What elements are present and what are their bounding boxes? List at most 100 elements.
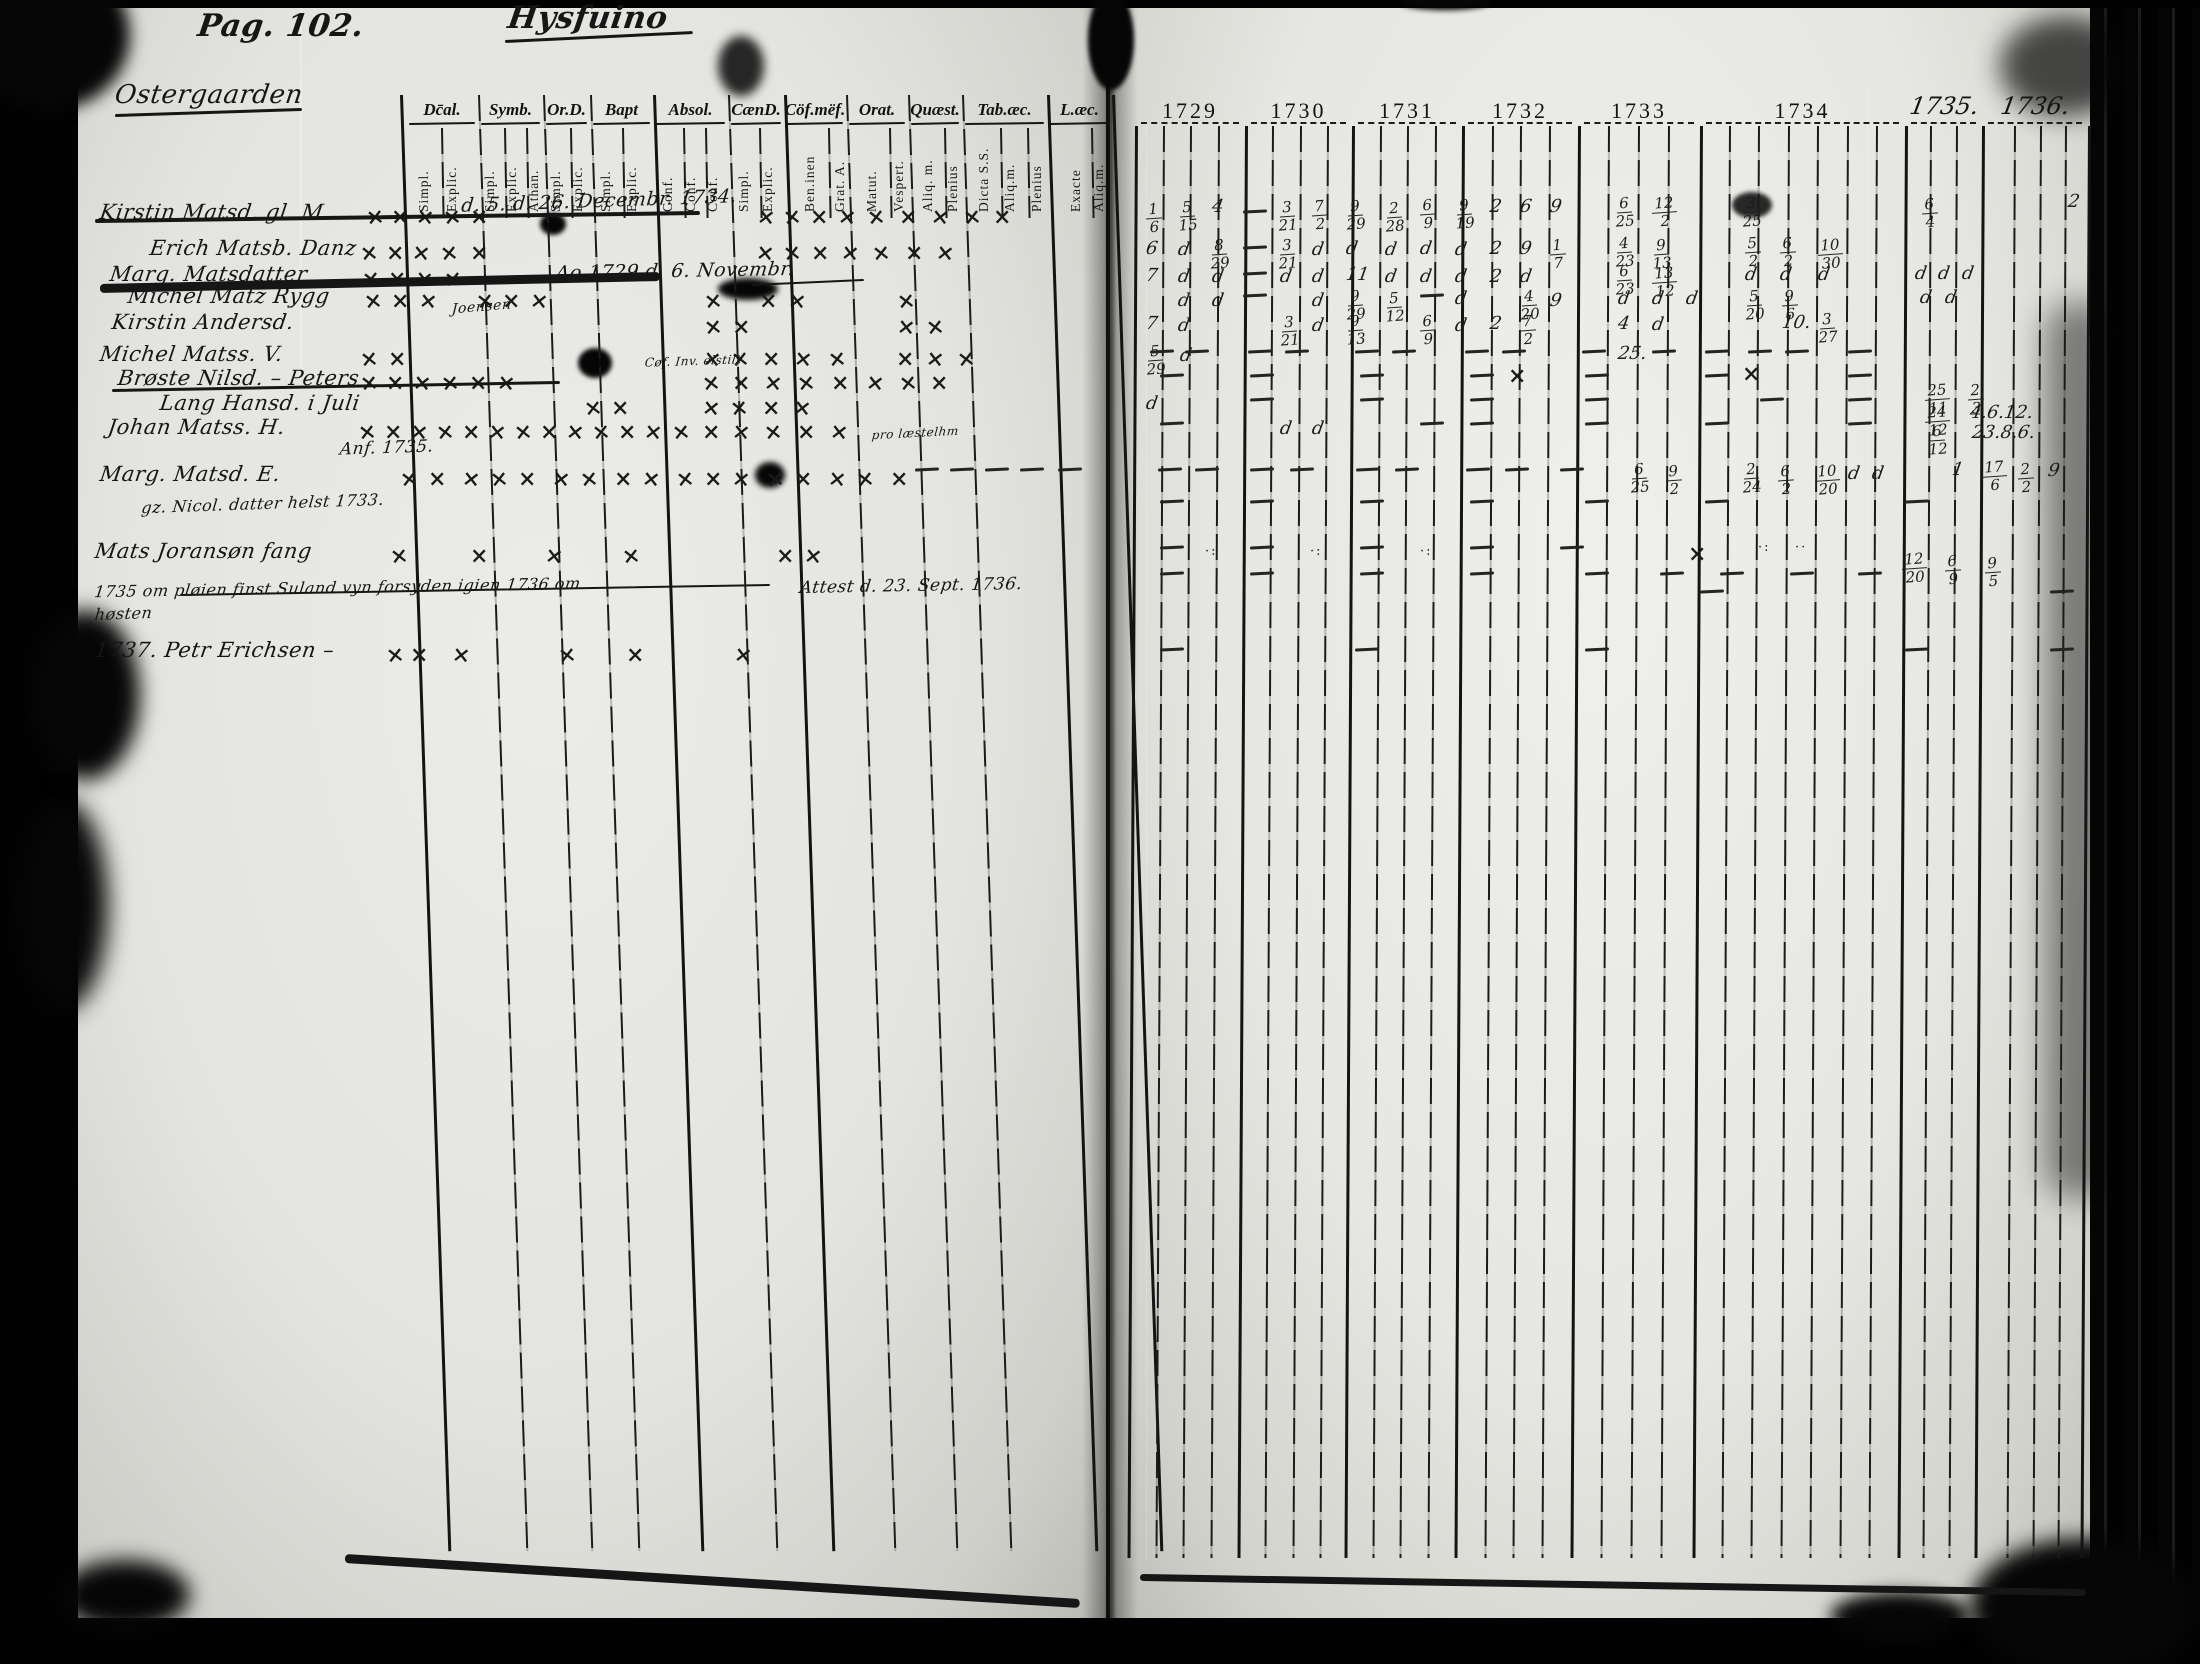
year-label-1732: 1732 (1492, 98, 1548, 123)
entry-dots-114: ·· (1795, 540, 1808, 555)
fraction-denominator: 5 (1987, 571, 1999, 591)
fraction-denominator: 28 (1384, 216, 1406, 236)
column-sub-label-9-0: Dicta S.S. (976, 147, 991, 212)
row-mark-1-4: × (470, 240, 489, 266)
row-mark-0-10: × (899, 204, 918, 230)
row-mark-8-8: × (564, 417, 586, 447)
fraction-denominator: 21 (1279, 330, 1301, 350)
column-sub-label-9-2: Plenius (1029, 165, 1044, 212)
fraction-denominator: 9 (1947, 569, 1959, 589)
row-mark-6-8: × (762, 368, 784, 398)
row-mark-11-3: × (556, 640, 578, 670)
row-mark-0-6: × (781, 202, 803, 232)
fraction-denominator: 13 (1345, 329, 1367, 349)
entry-dots-113: ·: (1758, 540, 1771, 555)
fraction-denominator: 9 (1422, 329, 1434, 349)
row-name-10: Mats Joransøn fang (93, 539, 314, 563)
entry-text-102: 23.8.6. (1970, 422, 2037, 443)
annotation-8: Attest d. 23. Sept. 1736. (798, 574, 1024, 598)
row-mark-8-4: × (462, 419, 481, 445)
ink-blot-3 (755, 462, 785, 488)
fraction-numerator: 5 (1743, 234, 1761, 254)
fraction-denominator: 9 (1422, 213, 1434, 233)
row-mark-6-13: × (930, 370, 949, 396)
fraction-denominator: 25 (1741, 211, 1763, 231)
thumbprint-blot (718, 36, 764, 96)
row-mark-9-14: × (826, 464, 848, 494)
column-sub-label-7-0: Matut. (864, 170, 879, 212)
entry-mark-89: × (1688, 541, 1707, 567)
row-mark-6-12: × (897, 368, 919, 398)
fraction-denominator: 2 (2020, 477, 2032, 497)
left-margin-blot-1 (30, 610, 140, 780)
row-mark-3-4: × (502, 288, 521, 314)
year-label-1729: 1729 (1162, 98, 1218, 123)
row-name-5: Michel Matss. V. (98, 342, 285, 366)
row-mark-10-3: × (620, 541, 642, 571)
fraction-numerator: 6 (1943, 552, 1961, 572)
fraction-denominator: 29 (1345, 214, 1367, 234)
row-mark-5-9: × (955, 344, 977, 374)
entry-fraction-101: 6 12 (1927, 422, 1949, 459)
column-sub-label-5-0: Simpl. (736, 170, 751, 212)
entry-dots-112: ·: (1420, 544, 1433, 559)
fraction-denominator: 2 (1659, 211, 1671, 231)
row-name-11: 1737. Petr Erichsen – (93, 638, 337, 662)
row-mark-1-10: × (905, 240, 924, 266)
year-header-rule-3 (1468, 122, 1572, 124)
fraction-numerator: 6 (1418, 312, 1436, 332)
row-mark-0-11: × (929, 202, 951, 232)
row-mark-7-4: × (762, 395, 781, 421)
column-sub-label-8-1: Plenius (945, 165, 960, 212)
row-mark-10-2: × (543, 541, 565, 571)
entry-fraction-16: 3 21 (1277, 198, 1298, 235)
fraction-denominator: 12 (1927, 439, 1949, 459)
row-mark-9-2: × (460, 464, 482, 494)
row-mark-6-7: × (732, 370, 751, 396)
fraction-denominator: 7 (1552, 253, 1564, 273)
year-header-rule-7 (1988, 122, 2082, 124)
column-group-label-9: Tab.æc. (977, 100, 1032, 119)
row-mark-11-0: × (384, 640, 406, 670)
fraction-denominator: 4 (1924, 212, 1936, 232)
row-mark-0-5: × (755, 202, 777, 232)
year-header-rule-2 (1358, 122, 1456, 124)
fraction-numerator: 1 (1548, 236, 1566, 256)
entry-fraction-81: 3 27 (1817, 310, 1838, 347)
row-mark-8-9: × (590, 417, 612, 447)
row-mark-1-0: × (358, 238, 380, 268)
row-mark-5-5: × (792, 344, 814, 374)
row-mark-10-0: × (388, 541, 410, 571)
row-mark-9-0: × (398, 464, 420, 494)
row-mark-3-8: × (786, 286, 808, 316)
entry-text-68: 25. (1616, 343, 1649, 364)
entry-mark-87: × (1508, 363, 1527, 389)
entry-fraction-1: 5 15 (1177, 198, 1198, 235)
year-header-rule-5 (1706, 122, 1899, 124)
row-mark-3-1: × (391, 288, 410, 314)
column-sub-label-10-0: Exacte (1068, 169, 1083, 212)
row-mark-3-6: × (702, 286, 724, 316)
entry-fraction-71: 3 25 (1741, 194, 1763, 231)
gutter-top-blot (1088, 0, 1134, 90)
fraction-denominator: 2 (1314, 214, 1326, 234)
row-mark-0-9: × (865, 202, 887, 232)
column-sub-label-8-0: Aliq. m. (920, 159, 935, 212)
fraction-denominator: 12 (1384, 306, 1406, 326)
entry-dots-111: ·: (1310, 544, 1323, 559)
year-header-rule-0 (1141, 122, 1239, 124)
row-mark-9-4: × (518, 466, 537, 492)
fraction-numerator: 1 (1144, 200, 1162, 220)
row-mark-8-11: × (642, 417, 664, 447)
row-mark-9-12: × (764, 464, 786, 494)
annotation-3: Anf. 1735. (338, 436, 435, 460)
row-mark-0-8: × (836, 202, 858, 232)
scratch-line-1 (300, 8, 302, 368)
